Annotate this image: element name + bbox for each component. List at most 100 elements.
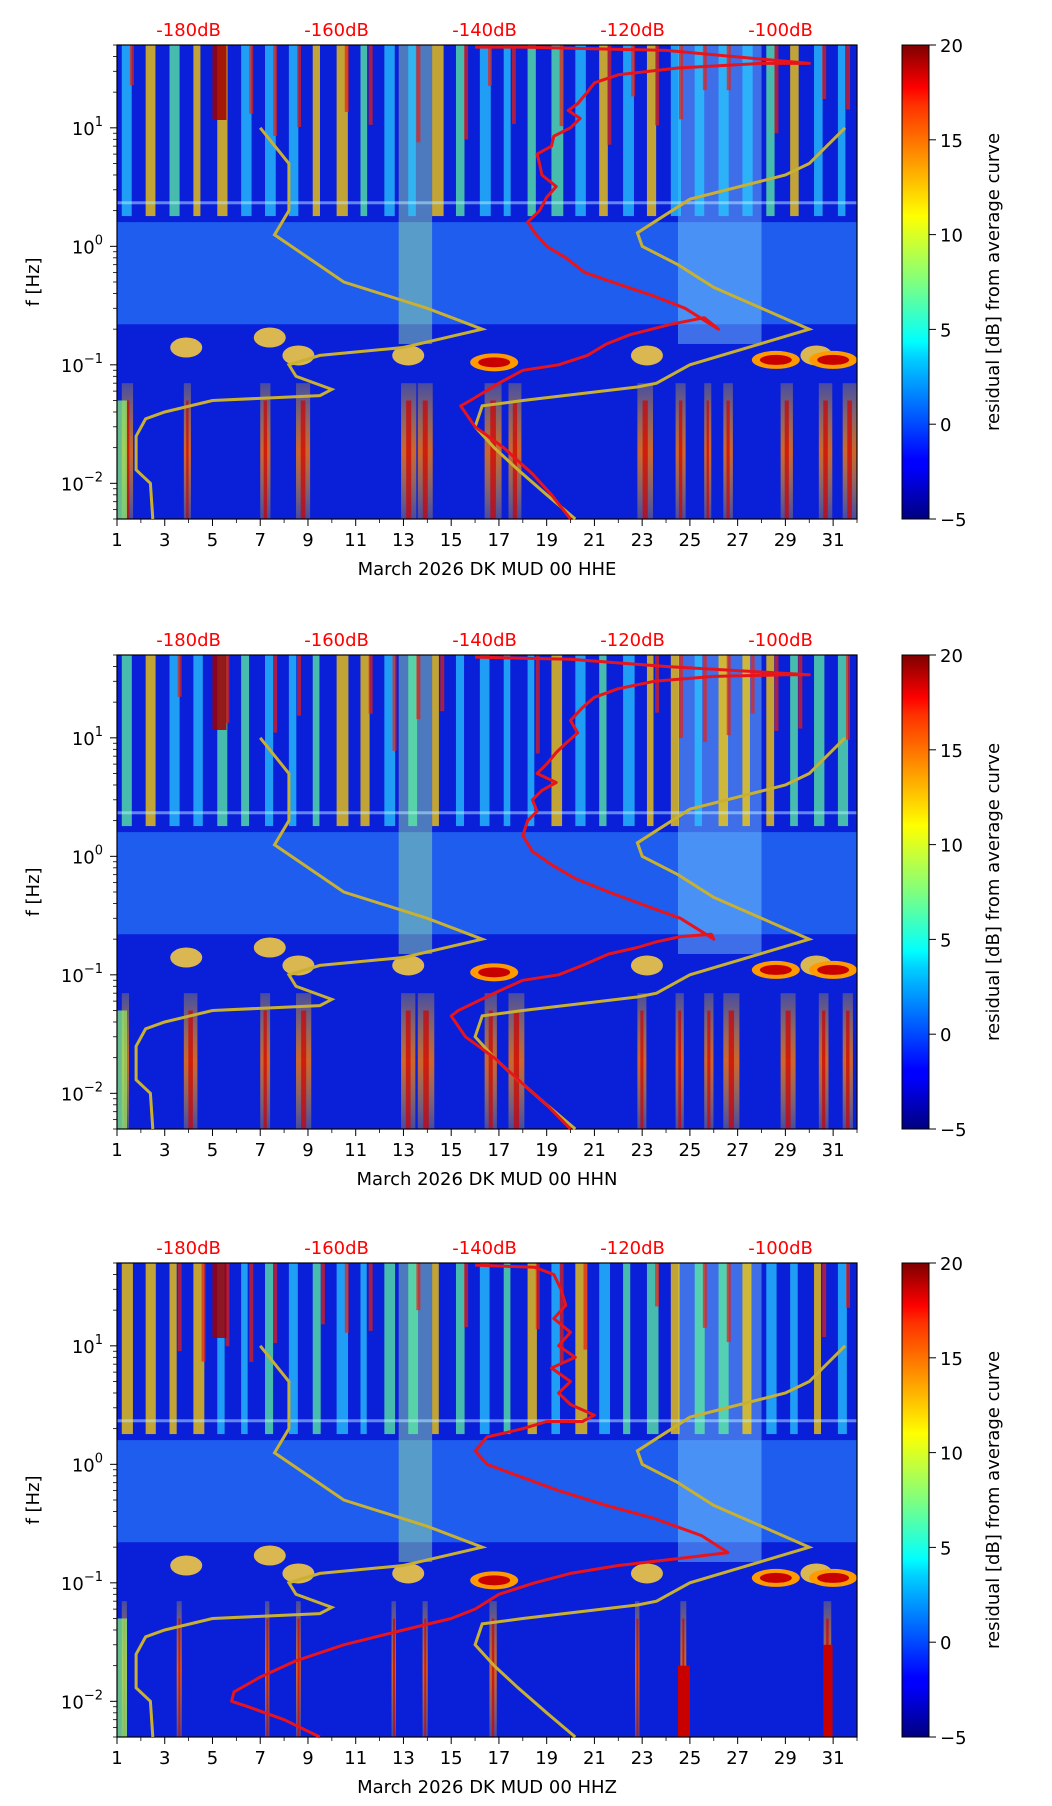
psd-line — [459, 45, 811, 520]
hot-spot — [225, 1263, 230, 1347]
edge-band — [117, 1010, 127, 1129]
hot-spot — [297, 655, 302, 716]
hot-spot — [344, 1263, 349, 1333]
diurnal-stripe — [479, 1263, 490, 1435]
microseism-blob — [630, 345, 663, 366]
hot-spot — [464, 1263, 469, 1328]
diurnal-stripe — [217, 1263, 225, 1435]
hot-spot — [822, 1263, 827, 1338]
diurnal-stripe — [623, 1263, 631, 1435]
x-tick-label: 19 — [535, 530, 558, 551]
hot-spot — [201, 1263, 206, 1362]
lowfreq-core — [263, 1010, 267, 1129]
diurnal-stripe — [432, 655, 439, 827]
diurnal-stripe — [718, 45, 729, 217]
x-tick-label: 7 — [254, 530, 265, 551]
lowfreq-core — [297, 1618, 300, 1737]
hot-spot — [774, 45, 779, 134]
top-db-label: -140dB — [452, 1238, 517, 1259]
colorbar-scale — [901, 654, 930, 1130]
lowfreq-core — [784, 400, 789, 519]
colorbar-scale — [901, 44, 930, 520]
hot-spot — [726, 655, 731, 736]
diurnal-stripe — [169, 655, 180, 827]
top-db-axis: -180dB -160dB -140dB -120dB -100dB — [156, 1238, 813, 1259]
hot-spot — [368, 1263, 373, 1331]
y-tick-label: 100 — [72, 843, 103, 868]
lowfreq-core — [188, 1010, 193, 1129]
hot-spot — [846, 655, 851, 740]
x-tick-label: 5 — [207, 1140, 218, 1161]
diurnal-stripe — [121, 655, 132, 827]
psd-curve — [459, 45, 811, 520]
hot-spot — [559, 45, 564, 127]
top-db-label: -140dB — [452, 630, 517, 651]
x-tick-label: 13 — [392, 530, 415, 551]
y-axis: 101 100 10−1 10−2 — [61, 654, 117, 1130]
x-tick-label: 5 — [207, 530, 218, 551]
diurnal-stripe — [575, 45, 586, 217]
microseism-band — [117, 832, 857, 935]
hot-spot — [392, 655, 397, 751]
diurnal-stripe — [742, 655, 750, 827]
hot-spot — [212, 655, 227, 730]
colorbar-tick-label: −5 — [940, 510, 967, 531]
storm-core — [817, 354, 850, 365]
top-db-label: -180dB — [156, 630, 221, 651]
diurnal-stripe — [336, 655, 349, 827]
hot-spot — [822, 45, 827, 100]
top-db-label: -120dB — [600, 20, 665, 41]
diurnal-stripe — [455, 1263, 465, 1435]
nhnm-curve — [473, 126, 847, 521]
tonal-line — [117, 1419, 857, 1423]
hot-spot — [273, 1263, 278, 1344]
lowfreq-core — [513, 1010, 520, 1129]
spectrogram — [117, 655, 858, 1129]
diurnal-stripe — [790, 655, 798, 827]
y-tick-label: 100 — [72, 233, 103, 258]
panel-hhn: 1 3 5 7 9 11 13 15 17 19 21 23 25 27 29 31 10110010−110… — [23, 630, 1004, 1190]
storm-core — [817, 964, 850, 975]
hot-spot — [177, 655, 182, 697]
psd-line — [449, 655, 811, 1131]
diurnal-stripe — [241, 1263, 248, 1435]
y-tick-label: 101 — [72, 1333, 103, 1358]
top-db-label: -100dB — [748, 630, 813, 651]
y-tick-label: 101 — [72, 725, 103, 750]
diurnal-stripe — [336, 1263, 349, 1435]
diurnal-stripe — [503, 45, 511, 217]
lowfreq-core — [726, 400, 730, 519]
diurnal-stripe — [814, 655, 825, 827]
microseism-band — [117, 222, 857, 325]
x-tick-label: 29 — [774, 530, 797, 551]
diurnal-stripe — [408, 45, 416, 217]
lowfreq-core — [125, 400, 130, 519]
diurnal-stripe — [479, 45, 491, 217]
diurnal-stripe — [551, 45, 564, 217]
diurnal-stripe — [503, 1263, 511, 1435]
diurnal-stripe — [551, 655, 563, 827]
diurnal-stripe — [814, 1263, 822, 1435]
nlnm-curve — [134, 736, 488, 1130]
lowfreq-core — [423, 1010, 429, 1129]
y-axis-title: f [Hz] — [23, 867, 44, 916]
colorbar-tick-label: 20 — [940, 1254, 963, 1275]
top-db-label: -100dB — [748, 1238, 813, 1259]
hot-spot — [511, 45, 516, 124]
colorbar-tick-label: 20 — [940, 646, 963, 667]
hot-spot — [607, 45, 612, 145]
top-db-axis: -180dB -160dB -140dB -120dB -100dB — [156, 20, 813, 41]
top-db-label: -120dB — [600, 1238, 665, 1259]
diurnal-stripe — [241, 45, 252, 217]
diurnal-stripe — [408, 655, 418, 827]
x-tick-label: 13 — [392, 1748, 415, 1769]
diurnal-stripe — [169, 1263, 177, 1435]
colorbar-tick-label: 15 — [940, 741, 963, 762]
hot-spot — [273, 655, 278, 733]
lowfreq-core — [392, 1618, 395, 1737]
tonal-line — [117, 811, 857, 815]
x-axis-title: March 2026 DK MUD 00 HHN — [357, 1169, 618, 1190]
diurnal-stripe — [527, 1263, 537, 1435]
diurnal-stripe — [265, 655, 274, 827]
